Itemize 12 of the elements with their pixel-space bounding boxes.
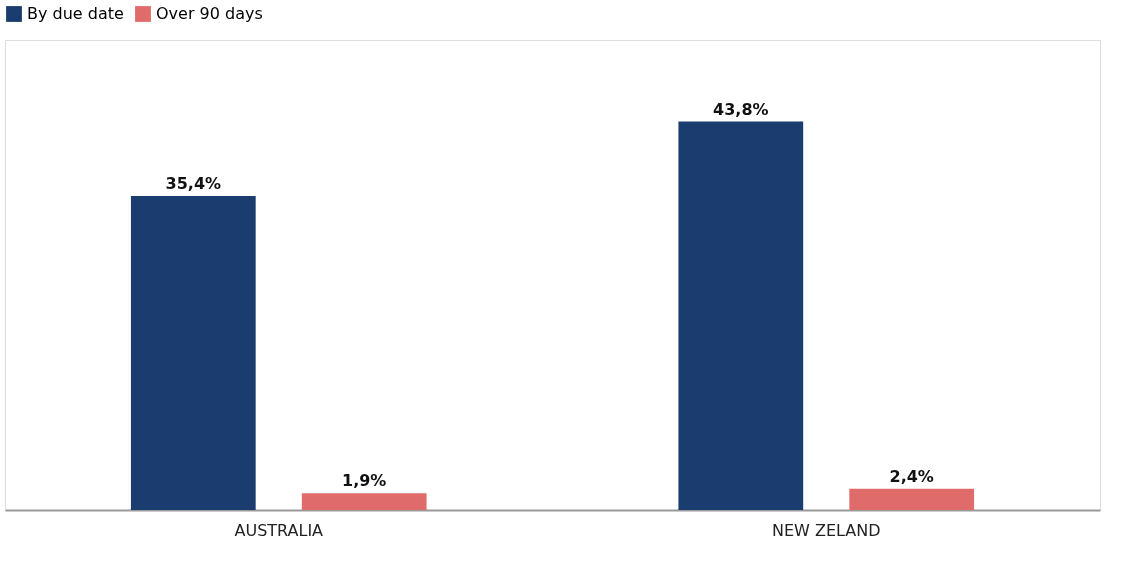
legend-label: Over 90 days [156,4,263,23]
bar [130,196,256,510]
bar [301,493,427,510]
bar [849,488,975,510]
data-label: 35,4% [165,174,222,194]
data-label: 43,8% [713,99,769,119]
bar [678,121,804,510]
x-tick-label: NEW ZELAND [771,520,881,540]
legend-label: By due date [27,4,124,23]
x-tick-label: AUSTRALIA [234,520,324,540]
data-label: 1,9% [342,471,387,491]
data-label: 2,4% [889,466,934,486]
